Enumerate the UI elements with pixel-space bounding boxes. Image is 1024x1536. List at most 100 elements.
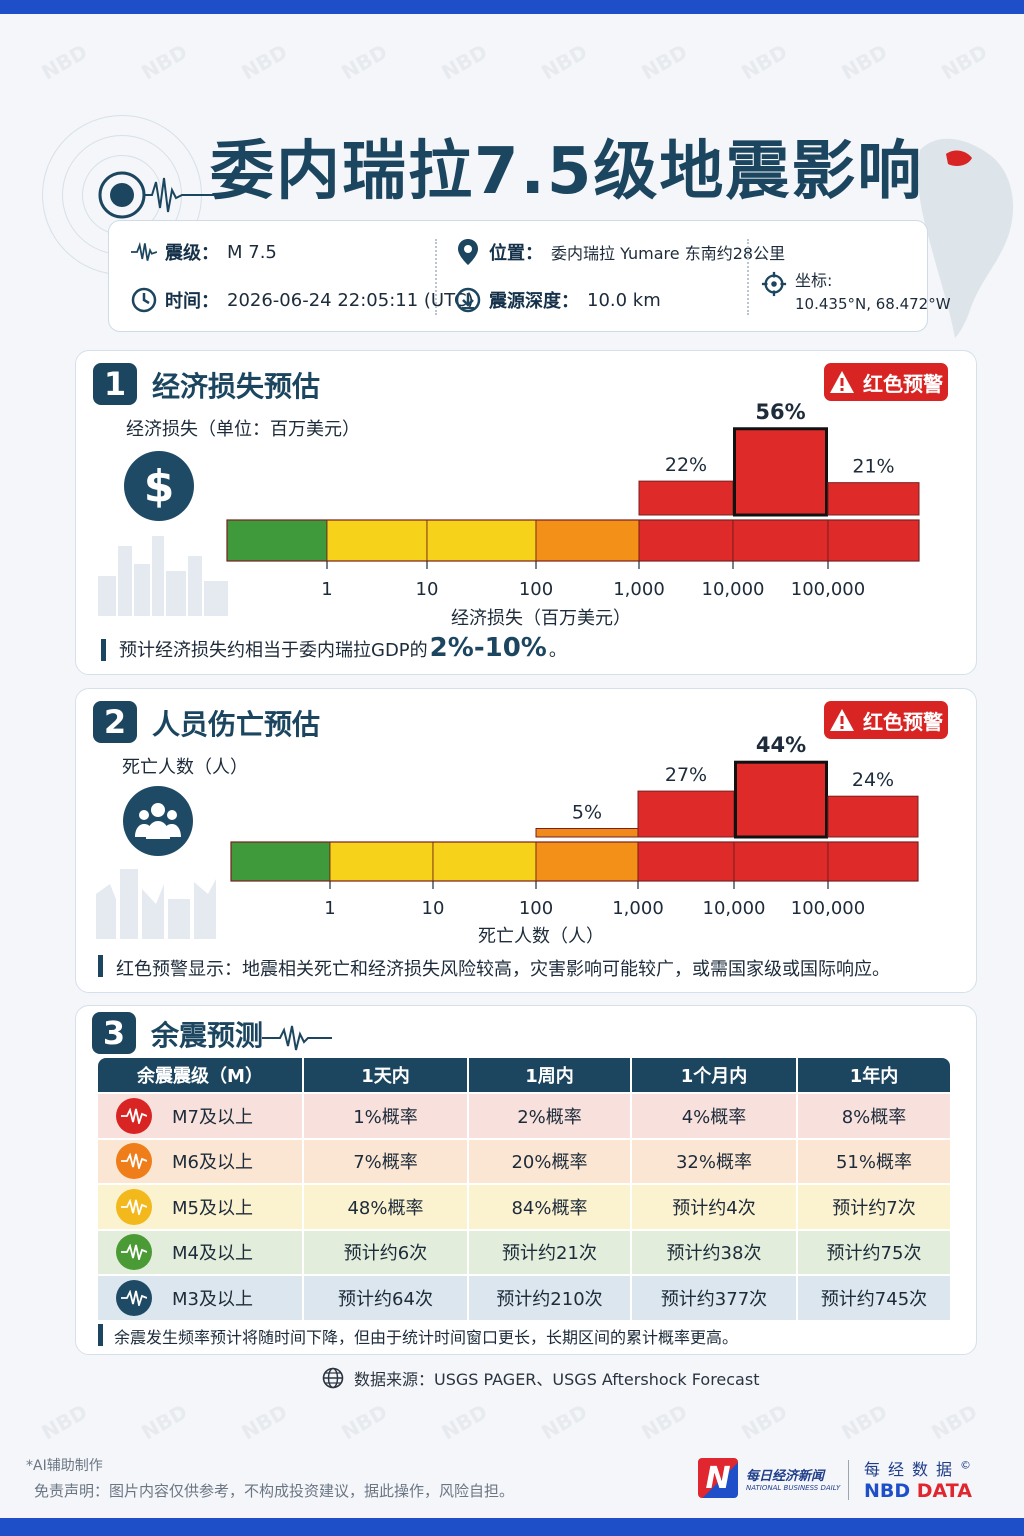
seismic-wave-icon <box>116 1097 152 1134</box>
forecast-cell: 8%概率 <box>798 1092 950 1138</box>
tick-label: 1,000 <box>613 579 665 600</box>
epicenter-icon <box>98 171 218 219</box>
magnitude-cell: M3及以上 <box>98 1274 304 1320</box>
source-text: 数据来源：USGS PAGER、USGS Aftershock Forecast <box>354 1370 760 1389</box>
forecast-cell: 预计约210次 <box>469 1274 632 1320</box>
scale-segment <box>638 519 734 562</box>
tick-label: 1,000 <box>612 898 664 919</box>
scale-segment <box>732 519 829 562</box>
warning-icon <box>830 371 854 393</box>
tick-label: 1 <box>321 579 332 600</box>
casualty-note: 红色预警显示：地震相关死亡和经济损失风险较高，灾害影响可能较广，或需国家级或国际… <box>116 959 890 980</box>
globe-icon <box>322 1367 344 1389</box>
tick-label: 1 <box>324 898 335 919</box>
tick-label: 100,000 <box>791 898 865 919</box>
forecast-cell: 预计约7次 <box>798 1183 950 1229</box>
watermark-text: NBD <box>337 39 392 85</box>
bar-value-label: 24% <box>852 769 894 791</box>
economic-loss-chart: 1 10 100 1,000 10,000 100,000 经济损失（百万美元） 22% 56%… <box>226 400 920 629</box>
seismic-wave-icon <box>116 1234 152 1271</box>
probability-bar <box>638 480 734 516</box>
magnitude-label: 震级： <box>165 243 219 264</box>
scale-segment <box>637 841 735 882</box>
probability-bar <box>535 828 639 838</box>
watermark-text: NBD <box>337 1399 392 1445</box>
magnitude-cell: M6及以上 <box>98 1137 304 1183</box>
note-marker <box>101 639 106 661</box>
aftershock-row: M5及以上 48%概率 84%概率 预计约4次 预计约7次 <box>98 1183 950 1229</box>
forecast-cell: 2%概率 <box>469 1092 632 1138</box>
red-alert-badge: 红色预警 <box>824 363 948 401</box>
scale-segment <box>326 519 428 562</box>
watermark-text: NBD <box>137 39 192 85</box>
watermark-text: NBD <box>737 1399 792 1445</box>
magnitude-label: M5及以上 <box>172 1197 253 1219</box>
scale-segment <box>226 519 328 562</box>
bar-value-label: 44% <box>756 733 806 757</box>
logo-name-cn: 每日经济新闻 <box>746 1468 825 1484</box>
economic-note: 预计经济损失约相当于委内瑞拉GDP的 2%-10% 。 <box>119 633 567 663</box>
forecast-cell: 预计约75次 <box>798 1228 950 1274</box>
magnitude-label: M6及以上 <box>172 1152 253 1174</box>
logo-divider <box>848 1460 849 1500</box>
location-value: 委内瑞拉 Yumare 东南约28公里 <box>551 244 786 263</box>
magnitude-label: M7及以上 <box>172 1106 253 1128</box>
col-header-1month: 1个月内 <box>632 1058 798 1092</box>
tick-label: 100,000 <box>791 579 865 600</box>
col-header-1day: 1天内 <box>304 1058 469 1092</box>
clock-icon <box>131 287 157 313</box>
casualty-panel: 2 人员伤亡预估 红色预警 死亡人数（人） 1 10 100 1,000 10,000 1… <box>75 688 977 993</box>
city-skyline-decoration <box>98 536 228 616</box>
forecast-cell: 48%概率 <box>304 1183 469 1229</box>
bar-value-label: 56% <box>755 400 805 424</box>
logo-name-en: NATIONAL BUSINESS DAILY <box>746 1483 841 1492</box>
ai-note: *AI辅助制作 <box>26 1458 103 1474</box>
top-accent-bar <box>0 0 1024 14</box>
scale-outline <box>230 841 919 882</box>
south-america-map-icon <box>918 138 1014 338</box>
probability-bar <box>827 482 920 516</box>
tick-label: 10,000 <box>702 579 765 600</box>
probability-bar <box>733 427 828 517</box>
scale-segment <box>733 841 829 882</box>
section-title: 人员伤亡预估 <box>152 708 321 741</box>
time-label: 时间： <box>165 291 219 312</box>
seismic-wave-icon <box>116 1143 152 1180</box>
logo-mark: N <box>698 1458 738 1498</box>
watermark-text: NBD <box>937 39 992 85</box>
ruined-buildings-decoration <box>96 869 216 939</box>
divider <box>435 239 437 315</box>
forecast-cell: 预计约6次 <box>304 1228 469 1274</box>
forecast-cell: 1%概率 <box>304 1092 469 1138</box>
forecast-cell: 预计约21次 <box>469 1228 632 1274</box>
section-title: 余震预测 <box>151 1019 264 1052</box>
tick-label: 10,000 <box>703 898 766 919</box>
section-title: 经济损失预估 <box>152 370 321 403</box>
scale-segment <box>535 519 640 562</box>
chart-subtitle: 死亡人数（人） <box>122 757 248 778</box>
probability-bar <box>637 790 735 838</box>
forecast-cell: 32%概率 <box>632 1137 798 1183</box>
bar-value-label: 22% <box>665 454 707 476</box>
note-marker <box>98 1324 103 1346</box>
note-marker <box>98 955 103 977</box>
watermark-text: NBD <box>637 39 692 85</box>
data-source: 数据来源：USGS PAGER、USGS Aftershock Forecast <box>322 1366 759 1390</box>
aftershock-note: 余震发生频率预计将随时间下降，但由于统计时间窗口更长，长期区间的累计概率更高。 <box>114 1328 739 1347</box>
watermark-text: NBD <box>637 1399 692 1445</box>
magnitude-label: M4及以上 <box>172 1243 253 1265</box>
gdp-share-highlight: 2%-10% <box>429 633 547 663</box>
page-title: 委内瑞拉7.5级地震影响 <box>210 135 924 209</box>
watermark-text: NBD <box>437 39 492 85</box>
col-header-1week: 1周内 <box>469 1058 632 1092</box>
aftershock-row: M6及以上 7%概率 20%概率 32%概率 51%概率 <box>98 1137 950 1183</box>
forecast-cell: 预计约745次 <box>798 1274 950 1320</box>
location-label: 位置： <box>489 243 543 264</box>
section-number: 1 <box>93 363 137 405</box>
tick-label: 100 <box>519 898 553 919</box>
tick-label: 10 <box>422 898 445 919</box>
time-value: 2026-06-24 22:05:11 (UTC) <box>227 289 474 311</box>
aftershock-row: M3及以上 预计约64次 预计约210次 预计约377次 预计约745次 <box>98 1274 950 1320</box>
fatalities-chart: 1 10 100 1,000 10,000 100,000 死亡人数（人） 5% 27% 44% 2… <box>230 733 919 947</box>
probability-bar <box>734 760 828 839</box>
